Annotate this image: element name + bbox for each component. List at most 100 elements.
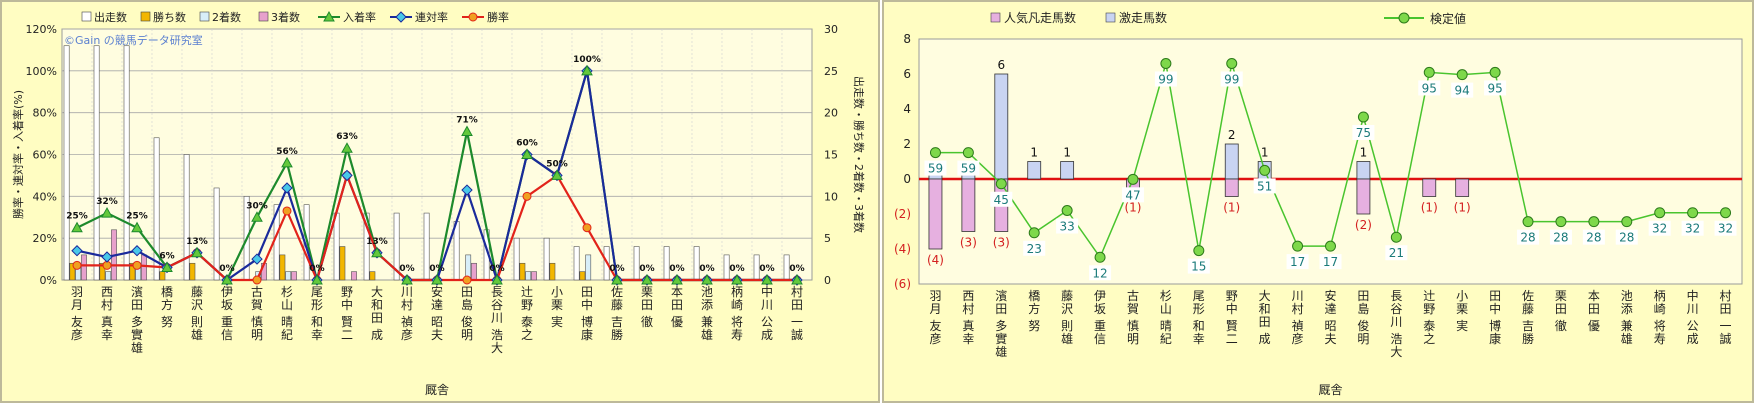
svg-text:信: 信 — [221, 328, 233, 342]
svg-text:幸: 幸 — [101, 328, 113, 342]
svg-text:明: 明 — [1357, 332, 1369, 346]
marker-入着率 — [281, 156, 293, 168]
y-tick-left: 60% — [33, 149, 57, 162]
neg-count-label: (4) — [927, 253, 944, 267]
bar-出走数 — [573, 246, 580, 281]
svg-text:慎: 慎 — [1127, 319, 1139, 333]
svg-text:辻: 辻 — [521, 285, 533, 299]
value-label-bg — [1319, 254, 1342, 270]
value-label: 32 — [1718, 222, 1733, 236]
svg-text:一: 一 — [791, 315, 803, 329]
svg-text:禎: 禎 — [401, 315, 413, 329]
svg-text:公: 公 — [761, 315, 773, 329]
x-tick-label: 栗田徹 — [1555, 289, 1567, 333]
svg-text:彦: 彦 — [1292, 331, 1304, 346]
x-tick-label: 橋方努 — [1028, 289, 1040, 333]
svg-text:将: 将 — [1654, 319, 1666, 333]
marker-入着率 — [191, 246, 203, 258]
svg-text:大: 大 — [1390, 345, 1402, 359]
svg-text:佐: 佐 — [1522, 289, 1534, 303]
legend-label: 出走数 — [94, 10, 127, 24]
svg-text:形: 形 — [1193, 302, 1205, 316]
svg-text:村: 村 — [101, 298, 113, 312]
value-label: 95 — [1487, 81, 1502, 95]
svg-text:本: 本 — [1588, 289, 1600, 303]
marker-連対率 — [461, 184, 473, 196]
legend-swatch-出走数 — [81, 11, 92, 22]
y-tick-left: 100% — [26, 65, 57, 78]
value-label-bg — [1615, 229, 1638, 245]
svg-text:大: 大 — [1259, 289, 1271, 303]
svg-text:村: 村 — [791, 285, 803, 299]
bar-出走数 — [393, 212, 400, 281]
svg-text:達: 達 — [431, 298, 443, 312]
marker-検定値 — [1160, 58, 1172, 69]
bar-出走数 — [93, 45, 100, 281]
bar-2着数 — [585, 254, 592, 281]
y-tick-left: 120% — [26, 23, 57, 36]
svg-text:成: 成 — [761, 328, 773, 342]
y-tick-right: 25 — [824, 65, 838, 78]
pos-count-label: 6 — [997, 58, 1005, 72]
y-tick-left: 80% — [33, 107, 57, 120]
neg-count-label: (1) — [1223, 201, 1240, 215]
svg-text:康: 康 — [1489, 331, 1501, 346]
marker-検定値 — [1687, 207, 1699, 219]
svg-text:多: 多 — [131, 315, 143, 329]
svg-text:杉: 杉 — [281, 285, 293, 299]
marker-検定値 — [1555, 216, 1567, 228]
pos-count-label: 1 — [1360, 146, 1368, 160]
y-tick: 8 — [903, 32, 911, 46]
svg-text:彦: 彦 — [401, 327, 413, 342]
bar-2着数 — [105, 271, 112, 281]
svg-text:友: 友 — [929, 319, 941, 333]
y-tick-right: 20 — [824, 107, 838, 120]
svg-text:晴: 晴 — [281, 315, 293, 329]
bar-出走数 — [333, 212, 340, 281]
svg-text:夫: 夫 — [1324, 332, 1336, 346]
svg-text:之: 之 — [1423, 332, 1435, 346]
svg-text:野: 野 — [1226, 289, 1238, 303]
svg-text:博: 博 — [1489, 318, 1501, 333]
bar-3着数 — [81, 254, 87, 281]
svg-text:明: 明 — [251, 328, 263, 342]
svg-text:沢: 沢 — [1061, 302, 1073, 316]
svg-text:田: 田 — [791, 298, 803, 312]
data-label: 63% — [336, 132, 358, 142]
x-tick-label: 小栗実 — [551, 285, 563, 329]
svg-text:谷: 谷 — [1390, 302, 1402, 316]
svg-text:二: 二 — [1226, 332, 1238, 346]
marker-連対率 — [341, 169, 353, 182]
bar-勝ち数 — [129, 262, 136, 281]
data-label: 0% — [729, 264, 744, 274]
legend-swatch-2着数 — [199, 11, 210, 22]
marker-検定値 — [1193, 245, 1205, 257]
x-tick-label: 橋方努 — [161, 285, 173, 329]
marker-入着率 — [341, 142, 353, 153]
value-label-bg — [957, 160, 980, 176]
bar-勝ち数 — [579, 271, 586, 281]
marker-検定値 — [1127, 173, 1139, 185]
svg-text:則: 則 — [1061, 319, 1073, 333]
svg-text:雄: 雄 — [995, 344, 1007, 359]
data-label: 25% — [66, 212, 88, 222]
svg-text:島: 島 — [461, 297, 473, 312]
svg-text:幸: 幸 — [311, 328, 323, 342]
svg-text:優: 優 — [1588, 319, 1600, 333]
bar-3着数 — [291, 271, 297, 281]
data-label: 0% — [699, 264, 714, 274]
svg-text:賀: 賀 — [251, 298, 263, 312]
bar-勝ち数 — [519, 262, 526, 281]
marker-連対率 — [101, 251, 113, 263]
svg-text:野: 野 — [521, 298, 533, 312]
